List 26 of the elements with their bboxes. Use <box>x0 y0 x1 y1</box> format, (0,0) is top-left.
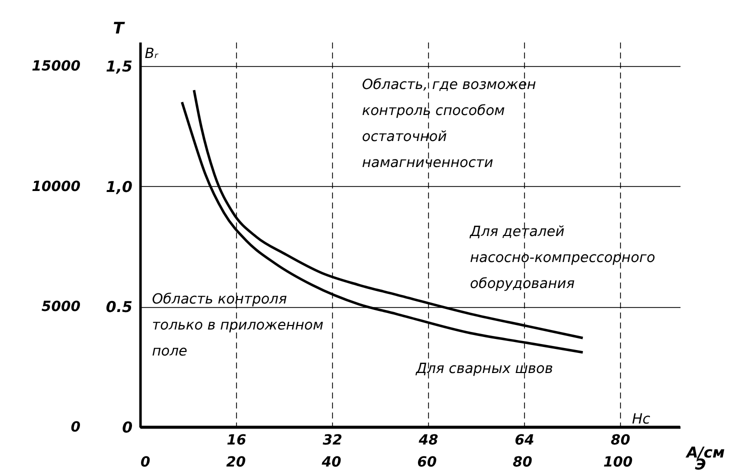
series-label: Для сварных швов <box>415 361 553 378</box>
y2-tick-label: 5000 <box>42 299 81 316</box>
x2-tick-label: 80 <box>512 454 532 470</box>
y-tick-label: 1,5 <box>106 58 132 76</box>
y-tick-label: 0.5 <box>106 298 132 316</box>
x2-tick-label: 0 <box>140 454 150 470</box>
y2-tick-label: 0 <box>70 420 81 436</box>
y-tick-label: 0 <box>122 418 132 436</box>
series-label: Для деталей насосно-компрессорного оборудования <box>469 224 656 292</box>
x-tick-label: 16 <box>226 432 246 448</box>
x-tick-label: 64 <box>514 432 534 448</box>
y2-tick-label: 15000 <box>32 58 81 75</box>
y2-tick-label: 10000 <box>32 178 81 195</box>
x2-tick-label: 20 <box>226 454 246 470</box>
annotation: Bᵣ <box>144 46 160 62</box>
y-axis-title: Т <box>113 18 126 38</box>
x2-tick-label: 40 <box>320 454 342 470</box>
annotation: Hc <box>632 412 651 428</box>
annotation: Область, где возможен контроль способом остаточной намагниченности <box>362 77 536 172</box>
x-tick-label: 32 <box>322 432 342 448</box>
y-tick-label: 1,0 <box>106 178 132 196</box>
x-tick-label: 80 <box>610 432 630 448</box>
x2-tick-label: 60 <box>417 454 437 470</box>
x2-tick-label: 100 <box>603 454 633 470</box>
x-tick-label: 48 <box>418 432 438 448</box>
annotation: Область контроля только в приложенном поле <box>152 291 324 360</box>
